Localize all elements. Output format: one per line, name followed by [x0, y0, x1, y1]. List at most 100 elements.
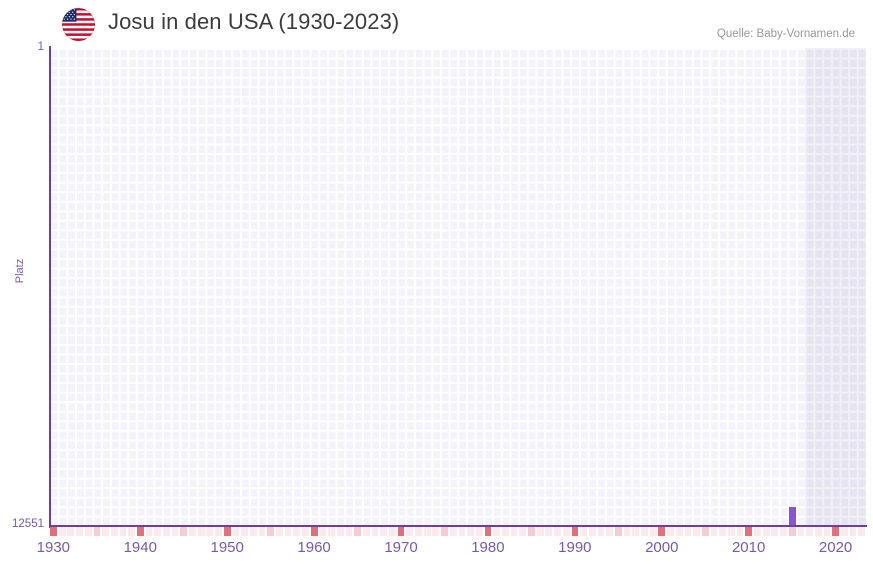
x-tick-1981: [493, 527, 501, 536]
x-tick-2015: [788, 527, 796, 536]
x-tick-2008: [727, 527, 735, 536]
y-axis-tick-bottom: 12551: [12, 518, 44, 530]
x-tick-1978: [467, 527, 474, 536]
x-tick-2005: [701, 527, 709, 536]
x-tick-2020: [832, 527, 840, 536]
x-axis-label-1930: 1930: [36, 539, 71, 556]
x-tick-1962: [328, 527, 335, 536]
bars-layer: [49, 48, 866, 526]
x-tick-2003: [684, 527, 692, 536]
x-tick-2022: [849, 527, 857, 536]
x-tick-2012: [762, 527, 770, 536]
x-tick-1992: [588, 527, 596, 536]
x-axis-label-1980: 1980: [471, 539, 505, 556]
x-axis-line: [49, 525, 867, 527]
x-tick-1930: [50, 527, 57, 536]
x-tick-1997: [632, 527, 640, 536]
x-tick-1958: [293, 527, 301, 536]
y-axis-tick-top: 1: [37, 41, 44, 53]
x-tick-1977: [458, 527, 466, 536]
x-tick-1951: [232, 527, 240, 536]
x-tick-1965: [354, 527, 361, 536]
x-tick-1950: [223, 527, 231, 536]
x-tick-2002: [675, 527, 683, 536]
x-tick-2006: [710, 527, 718, 536]
x-tick-1998: [641, 527, 648, 536]
x-tick-1971: [406, 527, 414, 536]
x-tick-1956: [276, 527, 283, 536]
x-tick-1936: [102, 527, 109, 536]
x-axis-label-2000: 2000: [645, 539, 679, 556]
x-tick-1970: [397, 527, 405, 536]
x-tick-1948: [206, 527, 214, 536]
x-tick-1943: [163, 527, 170, 536]
x-axis-labels: 1930 1940 1950 1960 1970 1980 1990 2000 2010 2020: [0, 539, 873, 563]
x-axis-ticks: [49, 527, 867, 536]
x-tick-2000: [658, 527, 666, 536]
plot-area: [49, 48, 866, 526]
x-axis-label-1940: 1940: [123, 539, 157, 556]
x-tick-1939: [128, 527, 136, 536]
x-tick-1984: [519, 527, 527, 536]
x-tick-1994: [606, 527, 614, 536]
x-tick-1947: [197, 527, 205, 536]
x-tick-1989: [562, 527, 570, 536]
x-tick-1961: [319, 527, 327, 536]
x-tick-1993: [597, 527, 605, 536]
x-tick-2014: [780, 527, 787, 536]
x-tick-2017: [806, 527, 813, 536]
x-tick-2021: [840, 527, 848, 536]
x-tick-1982: [502, 527, 509, 536]
x-axis-label-2020: 2020: [818, 539, 853, 556]
x-tick-1946: [189, 527, 196, 536]
x-tick-1955: [267, 527, 275, 536]
x-tick-1953: [249, 527, 257, 536]
x-tick-1934: [84, 527, 92, 536]
x-tick-1941: [145, 527, 153, 536]
x-tick-2018: [814, 527, 822, 536]
x-tick-1942: [154, 527, 162, 536]
x-tick-1932: [67, 527, 75, 536]
x-tick-1999: [649, 527, 657, 536]
x-axis-label-1950: 1950: [210, 539, 244, 556]
x-tick-1988: [554, 527, 561, 536]
x-axis-label-1970: 1970: [384, 539, 418, 556]
x-tick-2007: [719, 527, 727, 536]
x-tick-1985: [528, 527, 535, 536]
x-tick-1931: [58, 527, 66, 536]
x-tick-1940: [136, 527, 144, 536]
x-tick-1983: [510, 527, 518, 536]
x-tick-1995: [614, 527, 622, 536]
x-tick-2023: [858, 527, 866, 536]
x-tick-1974: [432, 527, 440, 536]
x-tick-1969: [389, 527, 396, 536]
bar-2015[interactable]: [788, 507, 796, 526]
x-axis-label-2010: 2010: [731, 539, 766, 556]
x-tick-1986: [536, 527, 544, 536]
x-tick-1938: [119, 527, 127, 536]
y-axis-line: [49, 46, 51, 528]
x-tick-1972: [415, 527, 422, 536]
chart-header: Josu in den USA (1930-2023) Quelle: Baby…: [0, 0, 873, 48]
x-tick-2016: [797, 527, 805, 536]
x-tick-1964: [345, 527, 353, 536]
x-tick-1968: [380, 527, 388, 536]
x-tick-1959: [302, 527, 309, 536]
page-title: Josu in den USA (1930-2023): [108, 9, 400, 34]
x-tick-1945: [180, 527, 188, 536]
x-tick-1960: [310, 527, 318, 536]
x-tick-1987: [545, 527, 553, 536]
x-tick-1957: [284, 527, 292, 536]
x-tick-1949: [215, 527, 222, 536]
x-tick-1973: [423, 527, 431, 536]
x-axis-label-1960: 1960: [297, 539, 331, 556]
x-tick-1935: [93, 527, 101, 536]
x-tick-1979: [475, 527, 483, 536]
x-tick-1975: [441, 527, 448, 536]
y-axis-title: Platz: [14, 258, 26, 284]
x-tick-2013: [771, 527, 779, 536]
x-tick-1933: [76, 527, 83, 536]
x-tick-1944: [171, 527, 179, 536]
x-tick-1967: [371, 527, 379, 536]
x-tick-2010: [745, 527, 753, 536]
